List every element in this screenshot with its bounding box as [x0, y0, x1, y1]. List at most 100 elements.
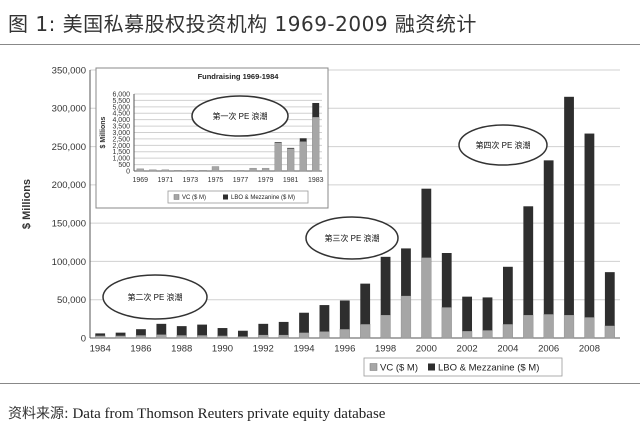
main-bar-lbo-1986: [136, 329, 146, 336]
main-bar-lbo-2002: [462, 296, 473, 332]
inset-legend-label-vc: VC ($ M): [182, 195, 206, 201]
main-bar-vc-1990: [217, 335, 228, 339]
main-bar-lbo-2007: [564, 96, 574, 316]
inset-x-tick-label: 1969: [132, 177, 148, 184]
wave-label-1: 第一次 PE 浪潮: [212, 111, 267, 121]
inset-y-tick-label: 4,500: [112, 111, 130, 118]
main-bar-lbo-2008: [584, 133, 595, 318]
source-label: 资料来源:: [8, 406, 69, 422]
main-chart: 0 50,000 100,000 150,000 200,000 250,000 300,0…: [21, 65, 620, 377]
main-x-tick-label: 1984: [90, 344, 111, 355]
main-x-tick-label: 1994: [293, 344, 314, 355]
inset-bar-vc-1971: [161, 169, 169, 172]
main-bar-lbo-1992: [258, 323, 269, 335]
main-legend: [363, 357, 563, 377]
main-y-tick-label: 200,000: [52, 180, 86, 191]
main-bar-vc-1997: [360, 324, 371, 339]
inset-bar-vc-1975: [211, 166, 220, 172]
inset-y-tick-label: 5,000: [112, 104, 130, 111]
page-title: 图 1: 美国私募股权投资机构 1969-2009 融资统计: [8, 12, 477, 36]
inset-bar-vc-1974: [199, 170, 207, 172]
main-bar-vc-2005: [523, 314, 534, 339]
inset-y-tick-label: 6,000: [112, 91, 130, 98]
main-bar-vc-1996: [339, 328, 350, 339]
main-bar-vc-2003: [482, 330, 493, 339]
main-bar-lbo-2003: [482, 297, 493, 331]
inset-y-tick-label: 2,000: [112, 143, 130, 150]
main-bar-lbo-1985: [115, 332, 126, 336]
source-note: 资料来源: Data from Thomson Reuters private …: [8, 403, 385, 423]
main-bar-vc-1994: [298, 332, 310, 339]
main-bar-vc-1989: [197, 335, 208, 339]
inset-bar-vc-1981: [287, 148, 295, 172]
title-divider: [0, 44, 640, 45]
main-bar-lbo-1987: [156, 323, 167, 335]
source-text: Data from Thomson Reuters private equity…: [72, 406, 386, 422]
main-bar-vc-2001: [441, 307, 452, 339]
inset-bar-lbo-1981: [287, 147, 295, 149]
main-bar-vc-2009: [604, 325, 615, 339]
main-bar-vc-2000: [421, 257, 432, 339]
main-bar-lbo-1996: [339, 300, 350, 330]
inset-y-axis-title: $ Millions: [100, 116, 107, 148]
inset-y-tick-label: 5,500: [112, 98, 130, 105]
main-y-tick-label: 250,000: [52, 142, 86, 153]
main-bar-lbo-1998: [380, 256, 391, 316]
main-bar-vc-1985: [115, 335, 126, 339]
inset-y-tick-label: 1,500: [112, 149, 130, 156]
inset-x-tick-label: 1975: [208, 177, 224, 184]
main-bar-lbo-1994: [299, 312, 309, 333]
inset-x-tick-label: 1979: [258, 177, 274, 184]
main-bar-lbo-1993: [278, 321, 289, 335]
main-bar-vc-2002: [462, 330, 473, 339]
fundraising-chart: 0 50,000 100,000 150,000 200,000 250,000 300,0…: [21, 65, 620, 377]
inset-x-tick-label: 1973: [183, 177, 199, 184]
main-bar-vc-1987: [156, 334, 167, 339]
wave-bubble-1: [191, 95, 289, 137]
inset-y-tick-label: 500: [118, 162, 130, 169]
main-bar-lbo-2004: [502, 266, 513, 325]
inset-bar-vc-1979: [261, 167, 270, 172]
inset-legend-label-lbo: LBO & Mezzanine ($ M): [231, 195, 295, 201]
inset-chart: 05001,0001,5002,0002,5003,0003,5004,0004…: [95, 67, 329, 209]
inset-y-tick-label: 3,500: [112, 124, 130, 131]
main-bar-lbo-1988: [176, 326, 187, 336]
inset-y-tick-label: 0: [126, 168, 130, 175]
main-bar-lbo-1999: [401, 248, 411, 296]
main-x-tick-label: 1998: [375, 344, 396, 355]
inset-y-tick-label: 3,000: [112, 130, 130, 137]
inset-x-tick-label: 1981: [283, 177, 299, 184]
inset-legend-swatch-lbo: [223, 194, 228, 200]
inset-bar-vc-1969: [136, 168, 144, 172]
inset-bar-vc-1980: [274, 142, 282, 172]
main-bar-lbo-1990: [217, 328, 228, 336]
main-legend-swatch-lbo: [428, 363, 435, 371]
main-bar-vc-2006: [543, 314, 554, 339]
main-bar-vc-2007: [563, 314, 575, 339]
main-bar-vc-1993: [278, 334, 289, 339]
inset-x-tick-label: 1983: [308, 177, 324, 184]
main-bar-lbo-2009: [604, 272, 615, 326]
inset-bar-vc-1976: [224, 170, 232, 172]
wave-label-2: 第二次 PE 浪潮: [127, 292, 182, 302]
main-bar-lbo-2000: [421, 188, 432, 258]
main-bar-lbo-1995: [319, 305, 330, 332]
main-legend-label-vc: VC ($ M): [380, 362, 418, 373]
inset-legend-swatch-vc: [173, 194, 180, 200]
main-bar-lbo-2006: [543, 160, 554, 315]
inset-bar-vc-1982: [299, 141, 307, 172]
main-bar-vc-1995: [319, 331, 330, 339]
main-x-tick-label: 1992: [253, 344, 274, 355]
main-x-tick-label: 2002: [457, 344, 478, 355]
inset-y-tick-label: 1,000: [112, 156, 130, 163]
main-y-tick-label: 350,000: [52, 65, 86, 76]
inset-x-tick-label: 1977: [233, 177, 249, 184]
main-bar-vc-2004: [502, 324, 513, 339]
main-bar-lbo-2001: [441, 253, 452, 308]
main-bar-lbo-2005: [523, 206, 534, 316]
main-bar-vc-1998: [380, 314, 391, 339]
inset-bar-vc-1977: [236, 170, 245, 172]
main-bar-lbo-1989: [197, 324, 208, 336]
main-bar-vc-1991: [237, 336, 248, 339]
